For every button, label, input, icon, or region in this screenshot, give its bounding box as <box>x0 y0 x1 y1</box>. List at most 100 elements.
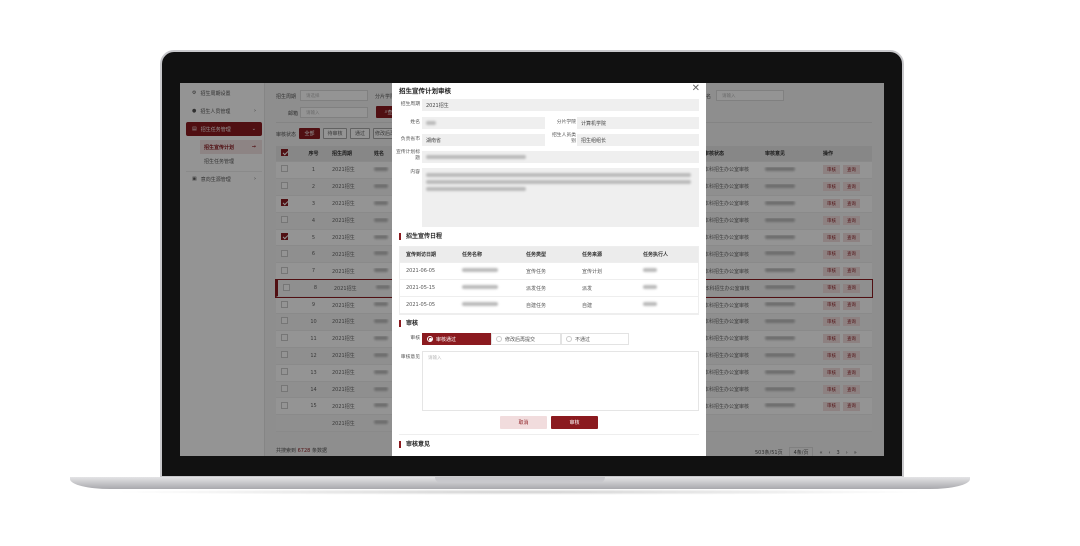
current-page[interactable]: 3 <box>836 449 840 456</box>
status-tab-all[interactable]: 全部 <box>299 128 320 139</box>
row-select-cell[interactable] <box>276 351 295 360</box>
row-actions: 审核 查询 <box>818 283 872 293</box>
review-button[interactable]: 审核 <box>823 401 840 411</box>
row-select-cell[interactable] <box>276 317 295 326</box>
view-button[interactable]: 查询 <box>843 233 860 242</box>
period-select[interactable]: 请选择 <box>300 90 368 101</box>
row-select-cell[interactable] <box>276 233 295 242</box>
sidebar-item-staff[interactable]: ● 招生人员管理 › <box>192 108 256 115</box>
next-page-icon[interactable]: › <box>845 449 848 456</box>
schedule-date: 2021-05-15 <box>406 285 436 291</box>
view-button[interactable]: 查询 <box>843 401 860 411</box>
row-select-cell[interactable] <box>276 334 295 343</box>
view-button[interactable]: 查询 <box>843 249 860 259</box>
row-checkbox[interactable] <box>281 401 288 409</box>
view-button[interactable]: 查询 <box>843 385 860 395</box>
status-tab-passed[interactable]: 通过 <box>350 128 370 139</box>
schedule-type: 自建任务 <box>526 302 547 309</box>
view-button[interactable]: 查询 <box>843 165 860 175</box>
review-button[interactable]: 审核 <box>823 216 840 226</box>
review-button[interactable]: 审核 <box>823 351 840 361</box>
name-input[interactable]: 请输入 <box>716 90 784 101</box>
first-page-icon[interactable]: « <box>819 449 823 456</box>
row-checkbox[interactable] <box>281 300 288 308</box>
close-icon[interactable]: ✕ <box>691 83 700 94</box>
view-button[interactable]: 查询 <box>843 199 860 209</box>
row-select-cell[interactable] <box>276 266 295 276</box>
view-button[interactable]: 查询 <box>843 317 860 327</box>
review-button[interactable]: 审核 <box>823 182 840 192</box>
row-checkbox[interactable] <box>281 317 288 325</box>
review-button[interactable]: 审核 <box>823 266 840 276</box>
radio-dot <box>427 336 433 342</box>
row-checkbox[interactable] <box>281 165 288 173</box>
row-checkbox[interactable] <box>281 334 288 342</box>
row-select-cell[interactable] <box>278 283 297 293</box>
review-button[interactable]: 审核 <box>823 385 840 395</box>
view-button[interactable]: 查询 <box>843 216 860 226</box>
row-select-cell[interactable] <box>276 401 295 411</box>
sidebar-item-period-settings[interactable]: ⚙ 招生周期设置 <box>192 90 231 97</box>
page-size-select[interactable]: 4条/页 <box>788 447 814 456</box>
submit-review-button[interactable]: 审核 <box>551 416 598 429</box>
row-checkbox[interactable] <box>281 351 288 359</box>
row-checkbox[interactable] <box>281 182 288 190</box>
row-checkbox[interactable] <box>281 216 288 224</box>
sidebar-item-task-manage[interactable]: 招生任务管理 <box>204 158 235 165</box>
name-label: 姓名 <box>701 94 712 100</box>
opinion-textarea[interactable]: 请输入 <box>422 351 699 411</box>
row-select-cell[interactable] <box>276 249 295 259</box>
view-button[interactable]: 查询 <box>843 283 861 293</box>
radio-reject[interactable]: 不通过 <box>561 333 629 345</box>
review-button[interactable]: 审核 <box>823 283 841 293</box>
row-select-cell[interactable] <box>276 199 295 208</box>
row-checkbox[interactable] <box>281 249 288 257</box>
row-checkbox[interactable] <box>281 368 288 376</box>
row-select-cell[interactable] <box>276 182 295 191</box>
row-checkbox[interactable] <box>283 283 290 291</box>
row-checkbox[interactable] <box>281 233 288 240</box>
view-button[interactable]: 查询 <box>843 334 860 344</box>
row-checkbox[interactable] <box>281 266 288 274</box>
view-button[interactable]: 查询 <box>843 182 860 192</box>
review-button[interactable]: 审核 <box>823 300 840 310</box>
row-checkbox[interactable] <box>281 385 288 393</box>
review-button[interactable]: 审核 <box>823 233 840 242</box>
select-all-cell[interactable] <box>276 149 295 158</box>
sidebar-item-promo-plan[interactable]: 招生宣传计划 → <box>200 140 262 154</box>
view-button[interactable]: 查询 <box>843 351 860 361</box>
row-select-cell[interactable] <box>276 385 295 394</box>
select-all-checkbox[interactable] <box>281 149 288 156</box>
review-button[interactable]: 审核 <box>823 317 840 327</box>
review-button[interactable]: 审核 <box>823 249 840 259</box>
radio-approve[interactable]: 审核通过 <box>422 333 491 345</box>
last-page-icon[interactable]: » <box>853 449 857 456</box>
status-tab-pending[interactable]: 待审核 <box>323 128 347 139</box>
blurred-name <box>374 335 388 340</box>
view-button[interactable]: 查询 <box>843 368 860 378</box>
row-select-cell[interactable] <box>276 300 295 310</box>
row-select-cell[interactable] <box>276 165 295 174</box>
review-modal: 招生宣传计划审核 ✕ 招生周期 2021招生 姓名 分片学院 计算机学院 负责省… <box>392 83 706 456</box>
row-status: 本科招生办公室审核 <box>704 167 750 174</box>
email-input[interactable]: 请输入 <box>300 107 368 118</box>
prev-page-icon[interactable]: ‹ <box>828 449 831 456</box>
blurred-name <box>374 403 388 408</box>
radio-resubmit[interactable]: 修改后再提交 <box>491 333 561 345</box>
schedule-col-date: 宣传到访日期 <box>406 252 437 258</box>
review-button[interactable]: 审核 <box>823 199 840 209</box>
row-select-cell[interactable] <box>276 368 295 377</box>
row-opinion <box>760 285 818 291</box>
sidebar-item-prospects[interactable]: ▣ 意向生源管理 › <box>192 176 256 183</box>
cancel-button[interactable]: 取消 <box>500 416 547 429</box>
row-period: 2021招生 <box>333 285 357 292</box>
sidebar-item-tasks[interactable]: ▤ 招生任务管理 ⌄ <box>186 122 262 136</box>
row-select-cell[interactable] <box>276 216 295 225</box>
view-button[interactable]: 查询 <box>843 300 860 310</box>
view-button[interactable]: 查询 <box>843 266 860 276</box>
review-button[interactable]: 审核 <box>823 368 840 378</box>
review-button[interactable]: 审核 <box>823 334 840 344</box>
review-button[interactable]: 审核 <box>823 165 840 175</box>
row-checkbox[interactable] <box>281 199 288 207</box>
plan-title-field-label: 宣传计划标题 <box>396 150 420 161</box>
